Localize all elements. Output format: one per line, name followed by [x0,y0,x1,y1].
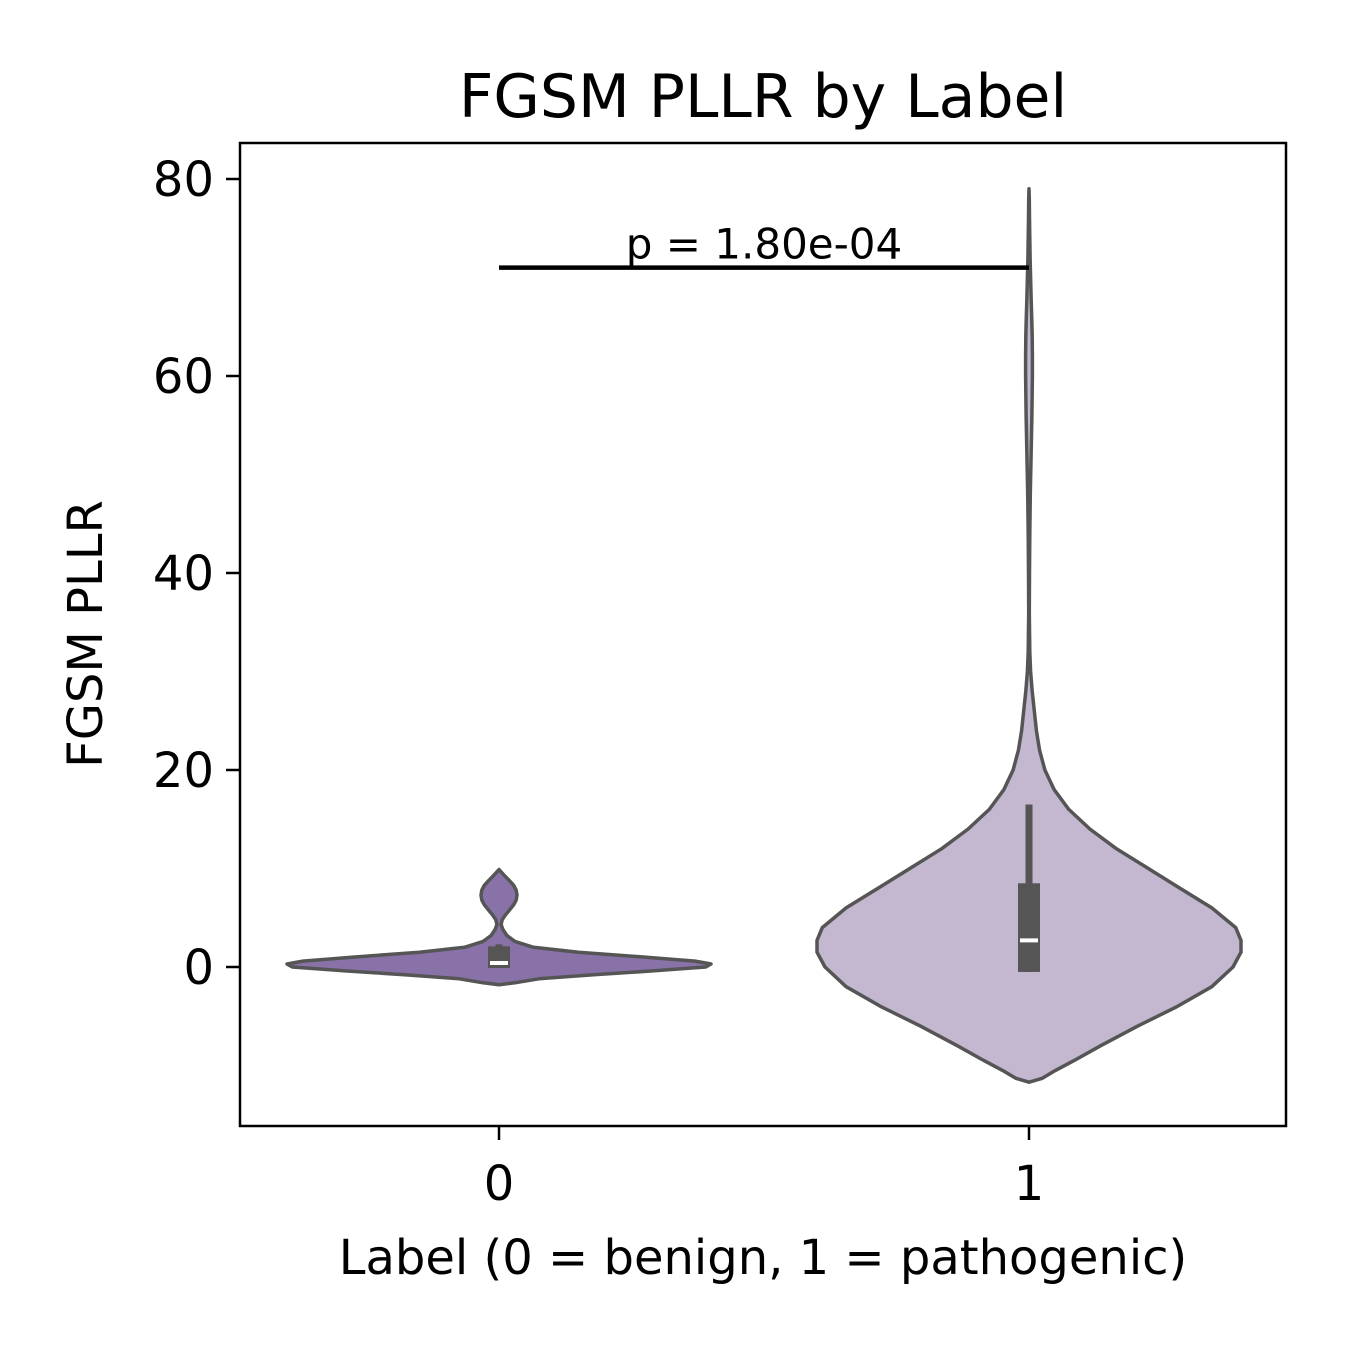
plot-frame [238,141,1288,1128]
y-tick-label: 60 [153,349,214,405]
y-tick-label: 40 [153,546,214,602]
y-axis: 0 20 40 60 80 [153,152,240,996]
x-tick-label: 0 [484,1156,515,1212]
violin-body-0 [285,867,713,987]
violin-body-1 [815,187,1243,1084]
y-axis-label: FGSM PLLR [58,500,114,768]
y-tick-label: 80 [153,152,214,208]
violin-box-1 [1018,883,1040,972]
y-tick-label: 0 [183,940,214,996]
plot-area: p = 1.80e-04 [285,187,1243,1084]
x-axis-label: Label (0 = benign, 1 = pathogenic) [339,1230,1188,1286]
y-tick-label: 20 [153,743,214,799]
p-value-label: p = 1.80e-04 [626,220,903,269]
chart-title: FGSM PLLR by Label [459,62,1067,132]
x-tick-label: 1 [1014,1156,1045,1212]
